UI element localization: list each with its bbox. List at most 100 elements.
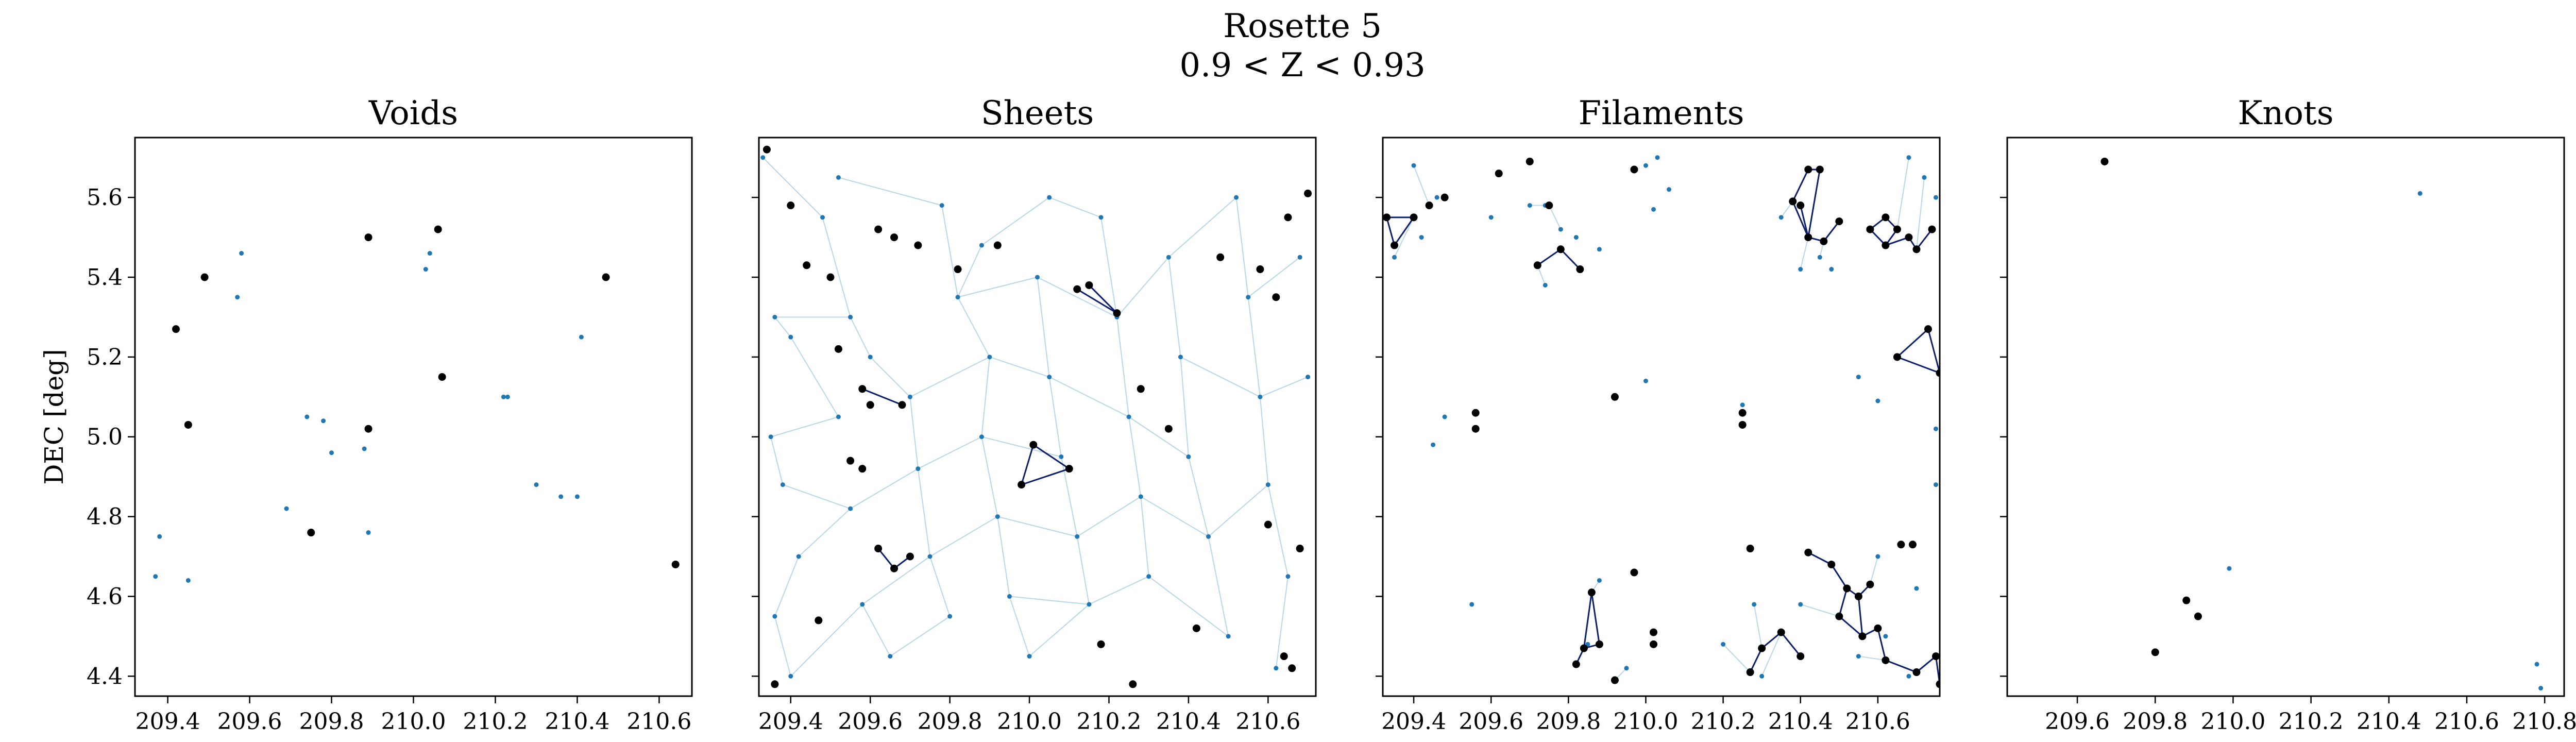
point-blue-21: [1798, 267, 1803, 272]
point-black-8: [1533, 261, 1541, 269]
point-black-9: [1556, 245, 1565, 254]
point-blue-5: [284, 506, 289, 511]
edge-edge_light-42: [1049, 197, 1101, 218]
y-tick-label: 4.8: [87, 504, 123, 530]
point-black-17: [1789, 197, 1797, 206]
edge-edge_light-9: [1916, 177, 1925, 249]
point-blue-44: [1234, 195, 1239, 200]
edge-edge_light-12: [1800, 603, 1840, 617]
point-black-25: [1882, 213, 1890, 222]
point-blue-34: [1098, 215, 1104, 220]
point-blue-6: [772, 614, 777, 619]
point-black-33: [1936, 369, 1940, 377]
point-blue-40: [1178, 355, 1183, 360]
edge-edge_light-45: [1128, 416, 1142, 497]
edge-edge_dark-21: [1896, 356, 1940, 374]
edge-edge_dark-6: [877, 548, 895, 569]
panel-title-voids: Voids: [368, 94, 458, 132]
point-blue-0: [153, 574, 158, 579]
point-black-3: [834, 345, 842, 353]
edge-edge_light-16: [917, 468, 931, 557]
edge-edge_dark-8: [1800, 205, 1809, 238]
point-blue-29: [1035, 275, 1040, 280]
edge-edge_dark-30: [1838, 616, 1863, 637]
point-black-44: [1827, 560, 1836, 568]
point-blue-10: [366, 530, 371, 535]
edge-edge_light-41: [1009, 596, 1089, 605]
point-black-5: [866, 401, 874, 409]
point-black-55: [1931, 652, 1940, 661]
edge-edge_light-13: [1753, 604, 1762, 649]
edge-edge_light-27: [981, 436, 998, 517]
point-blue-25: [1856, 375, 1861, 380]
point-black-18: [954, 265, 962, 274]
edge-edge_light-7: [782, 484, 851, 510]
x-tick-label: 210.4: [1156, 709, 1221, 735]
point-black-15: [874, 225, 883, 233]
point-black-58: [1777, 628, 1785, 636]
point-black-4: [858, 385, 867, 393]
point-black-14: [1471, 425, 1480, 433]
point-blue-28: [1047, 195, 1052, 200]
x-tick-label: 209.6: [217, 709, 282, 735]
edge-edge_dark-2: [1021, 468, 1070, 486]
edge-edge_light-21: [838, 177, 942, 206]
panels: Voids 209.4 209.6 209.8 210.0 210.2 210.4 210.6…: [39, 94, 2576, 735]
point-black-34: [1587, 588, 1596, 597]
point-black-20: [1816, 165, 1824, 174]
point-blue-5: [1431, 442, 1436, 447]
edge-edge_light-36: [1076, 536, 1090, 605]
plot-area-sheets: [760, 145, 1312, 688]
point-black-43: [1804, 548, 1812, 556]
edge-edge_light-13: [850, 316, 871, 358]
point-blue-3: [1434, 195, 1439, 200]
panel-knots: Knots 209.6 209.8 210.0 210.2 210.4 210.6 210.8: [2000, 94, 2576, 735]
edge-edge_light-53: [1188, 457, 1209, 537]
point-blue-29: [1933, 195, 1938, 200]
edge-edge_dark-37: [1781, 632, 1801, 657]
x-tick-label: 210.6: [1845, 709, 1910, 735]
point-black-26: [1893, 225, 1901, 233]
point-black-2: [200, 273, 209, 281]
edge-edge_light-11: [790, 604, 863, 677]
point-black-4: [364, 233, 372, 242]
y-tick-label: 5.2: [87, 344, 123, 370]
y-tick-label: 5.0: [87, 424, 123, 450]
point-black-6: [1526, 157, 1534, 165]
point-blue-35: [1798, 602, 1803, 607]
point-black-49: [1858, 632, 1867, 640]
edge-edge_light-10: [774, 616, 791, 677]
edge-edge_light-30: [909, 356, 990, 398]
point-black-10: [1576, 265, 1584, 274]
x-tick-label: 210.6: [626, 709, 691, 735]
point-black-24: [1866, 225, 1874, 233]
edge-edge_light-57: [1148, 576, 1229, 637]
point-black-1: [1391, 241, 1399, 249]
point-black-29: [1912, 245, 1921, 254]
point-blue-26: [1007, 594, 1012, 599]
point-blue-36: [1126, 414, 1131, 419]
point-black-21: [1029, 441, 1038, 449]
x-tick-label: 210.0: [1613, 709, 1678, 735]
edge-edge_dark-25: [1590, 592, 1600, 645]
edge-edge_light-1: [822, 217, 851, 317]
y-axis-label: DEC [deg]: [39, 349, 69, 484]
point-blue-14: [860, 602, 865, 607]
point-blue-3: [235, 295, 240, 300]
point-blue-13: [848, 506, 853, 511]
point-blue-4: [780, 482, 785, 487]
edge-edge_dark-26: [1808, 551, 1832, 565]
y-tick-label: 5.4: [87, 264, 123, 291]
edge-edge_light-16: [1858, 655, 1886, 661]
edge-edge_dark-7: [1807, 169, 1821, 238]
point-black-28: [1097, 640, 1105, 648]
point-black-18: [1797, 201, 1805, 210]
y-tick-label: 4.4: [87, 663, 123, 689]
edge-edge_light-12: [861, 604, 891, 657]
point-blue-14: [1597, 247, 1602, 252]
point-blue-36: [1752, 602, 1757, 607]
edge-edge_light-58: [1168, 197, 1237, 258]
point-black-31: [1893, 353, 1901, 361]
point-black-11: [1630, 165, 1638, 174]
point-blue-11: [1558, 227, 1563, 232]
